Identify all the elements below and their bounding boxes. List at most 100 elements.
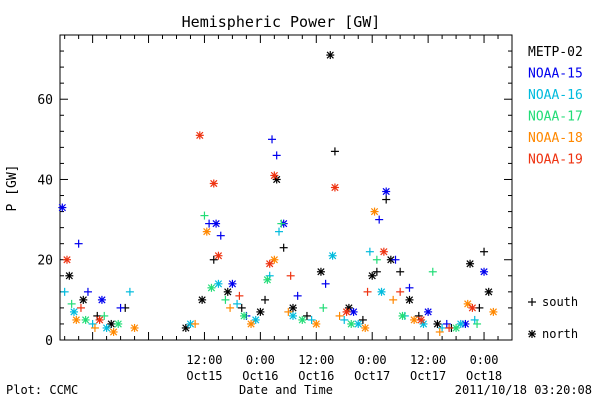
data-point — [79, 295, 88, 304]
x-axis-label: Date and Time — [239, 383, 333, 397]
data-point — [396, 287, 405, 296]
data-point — [221, 295, 230, 304]
data-point — [212, 219, 221, 228]
marker-legend: south north — [528, 295, 578, 341]
data-point — [358, 315, 367, 324]
x-tick-date-label: Oct17 — [354, 369, 390, 383]
data-point — [237, 303, 246, 312]
marker-legend-label: north — [542, 327, 578, 341]
data-point — [97, 295, 106, 304]
x-tick-date-label: Oct18 — [466, 369, 502, 383]
data-point — [340, 315, 349, 324]
data-point — [202, 227, 211, 236]
data-point — [130, 323, 139, 332]
data-point — [223, 287, 232, 296]
data-point — [379, 247, 388, 256]
data-point — [209, 255, 218, 264]
data-point — [377, 287, 386, 296]
data-point — [279, 243, 288, 252]
data-point — [83, 287, 92, 296]
x-tick-date-label: Oct15 — [186, 369, 222, 383]
data-point — [424, 307, 433, 316]
data-point — [195, 131, 204, 140]
data-point — [428, 267, 437, 276]
marker-legend-symbol — [528, 298, 536, 306]
data-point — [67, 299, 76, 308]
data-point — [265, 259, 274, 268]
data-point — [100, 311, 109, 320]
legend-entry: NOAA-18 — [528, 131, 583, 146]
data-point — [365, 247, 374, 256]
data-point — [489, 307, 498, 316]
data-point — [389, 295, 398, 304]
x-tick-time-label: 12:00 — [186, 353, 222, 367]
data-point — [256, 307, 265, 316]
y-tick-label: 20 — [37, 254, 53, 269]
data-point — [263, 275, 272, 284]
x-tick-time-label: 0:00 — [358, 353, 387, 367]
data-point — [470, 315, 479, 324]
data-point — [81, 315, 90, 324]
data-point — [316, 267, 325, 276]
y-axis: 0 20 40 60 — [37, 34, 512, 349]
data-point — [372, 255, 381, 264]
data-point — [414, 311, 423, 320]
y-tick-label: 60 — [37, 93, 53, 108]
data-point — [251, 315, 260, 324]
data-point — [398, 311, 407, 320]
legend-entry: NOAA-17 — [528, 110, 583, 125]
data-point — [354, 319, 363, 328]
data-point — [205, 219, 214, 228]
data-point — [60, 287, 69, 296]
data-point — [88, 319, 97, 328]
data-point — [382, 195, 391, 204]
data-point — [72, 315, 81, 324]
data-point — [272, 151, 281, 160]
legend-entry: NOAA-15 — [528, 67, 583, 82]
data-point — [435, 327, 444, 336]
data-point — [302, 311, 311, 320]
legend-entry: METP-02 — [528, 45, 583, 60]
x-tick-time-label: 12:00 — [410, 353, 446, 367]
data-point — [102, 323, 111, 332]
data-point — [405, 283, 414, 292]
data-point — [363, 287, 372, 296]
data-point — [200, 211, 209, 220]
data-point — [321, 279, 330, 288]
data-point — [240, 311, 249, 320]
data-point — [214, 279, 223, 288]
data-point — [452, 323, 461, 332]
plot-frame — [59, 34, 513, 341]
data-point — [372, 267, 381, 276]
data-point — [396, 267, 405, 276]
data-point — [109, 327, 118, 336]
data-point — [293, 291, 302, 300]
data-point — [116, 303, 125, 312]
data-point — [233, 299, 242, 308]
data-point — [261, 295, 270, 304]
data-point — [330, 147, 339, 156]
data-point — [74, 239, 83, 248]
data-point — [361, 323, 370, 332]
data-point — [445, 323, 454, 332]
data-point — [466, 259, 475, 268]
data-point — [69, 307, 78, 316]
data-point — [125, 287, 134, 296]
data-point — [191, 319, 200, 328]
legend: METP-02 NOAA-15 NOAA-16 NOAA-17 NOAA-18 NOAA-… — [528, 45, 583, 168]
legend-entry: NOAA-16 — [528, 88, 583, 103]
data-point — [433, 319, 442, 328]
x-tick-time-label: 0:00 — [470, 353, 499, 367]
data-point — [475, 303, 484, 312]
data-point — [226, 303, 235, 312]
data-point — [328, 251, 337, 260]
data-point — [228, 279, 237, 288]
data-point — [484, 287, 493, 296]
data-point — [284, 307, 293, 316]
data-point — [90, 323, 99, 332]
data-point — [277, 219, 286, 228]
data-point — [272, 175, 281, 184]
data-point — [235, 291, 244, 300]
data-point — [480, 267, 489, 276]
